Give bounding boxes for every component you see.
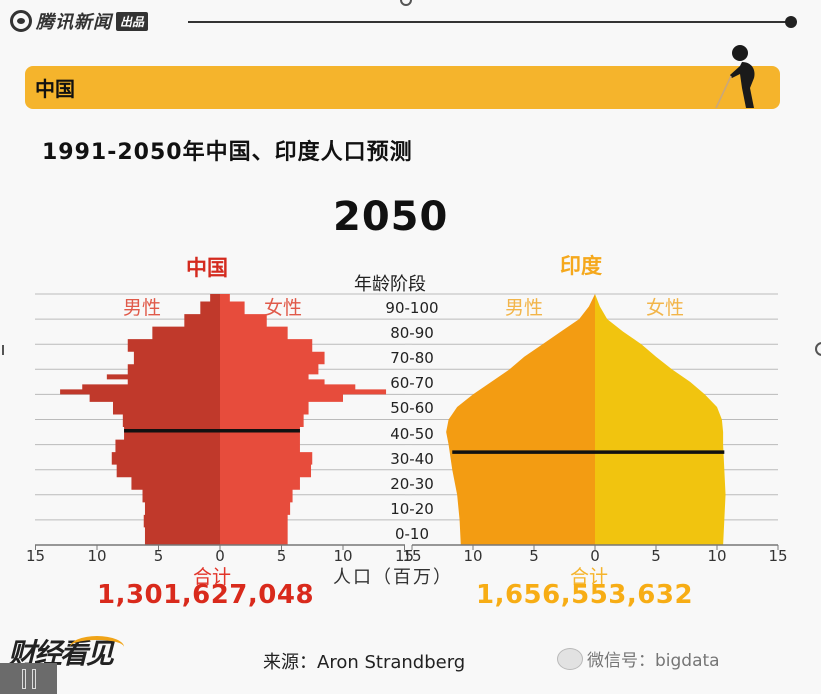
china-pyramid xyxy=(60,294,387,545)
x-tick-label: 10 xyxy=(463,547,483,565)
section-banner: 中国 xyxy=(25,66,780,109)
header-dot xyxy=(785,16,797,28)
x-tick-label: 10 xyxy=(707,547,727,565)
china-title: 中国 xyxy=(186,256,228,280)
wechat-icon xyxy=(557,647,583,670)
top-edge-control xyxy=(400,0,412,6)
x-tick-label: 15 xyxy=(25,547,46,565)
age-group-label: 60-70 xyxy=(390,374,434,393)
next-arrow[interactable] xyxy=(815,342,821,356)
age-group-label: 10-20 xyxy=(390,499,434,518)
female-population-area xyxy=(220,294,387,545)
x-tick-label: 10 xyxy=(333,547,353,565)
year-title: 2050 xyxy=(333,194,449,240)
india-male-label: 男性 xyxy=(505,297,544,319)
x-tick-label: 15 xyxy=(768,547,788,565)
x-tick-label: 5 xyxy=(153,547,164,565)
india-total-label: 合计 xyxy=(570,566,609,588)
elderly-person-icon xyxy=(715,45,755,109)
watermark-text: 微信号：bigdata xyxy=(587,651,720,671)
india-title: 印度 xyxy=(560,254,602,278)
x-tick-label: 10 xyxy=(87,547,107,565)
section-label: 中国 xyxy=(35,77,75,101)
x-tick-label: 0 xyxy=(590,547,600,565)
india-total-value: 1,656,553,632 xyxy=(476,580,694,610)
prev-arrow[interactable] xyxy=(0,345,4,355)
x-tick-label: 5 xyxy=(276,547,287,565)
male-population-area xyxy=(446,294,595,545)
x-tick-label: 0 xyxy=(215,547,225,565)
china-total-value: 1,301,627,048 xyxy=(97,580,315,610)
header-divider xyxy=(188,21,791,23)
x-tick-label: 15 xyxy=(402,547,422,565)
source-text: 来源：Aron Strandberg xyxy=(263,652,466,673)
china-male-label: 男性 xyxy=(123,297,162,319)
india-female-label: 女性 xyxy=(646,297,685,319)
x-tick-label: 15 xyxy=(394,547,415,565)
age-group-label: 40-50 xyxy=(390,424,434,443)
india-pyramid xyxy=(446,294,726,545)
age-axis-title: 年龄阶段 xyxy=(354,274,426,295)
chart-main-title: 1991-2050年中国、印度人口预测 xyxy=(42,140,413,165)
female-population-area xyxy=(595,294,726,545)
age-group-label: 50-60 xyxy=(390,399,434,418)
age-group-label: 70-80 xyxy=(390,349,434,368)
x-tick-label: 5 xyxy=(529,547,539,565)
male-population-area xyxy=(60,294,220,545)
wechat-watermark: 微信号：bigdata xyxy=(557,646,720,671)
age-group-label: 80-90 xyxy=(390,324,434,343)
pause-bar-icon xyxy=(31,668,36,689)
china-total-label: 合计 xyxy=(193,566,232,588)
age-group-label: 30-40 xyxy=(390,449,434,468)
age-group-label: 0-10 xyxy=(394,524,430,543)
x-tick-label: 5 xyxy=(651,547,661,565)
brand-tag: 出品 xyxy=(116,11,149,31)
pause-button[interactable] xyxy=(0,663,57,694)
x-axes xyxy=(35,544,779,550)
logo-swoosh-icon xyxy=(70,636,124,658)
age-group-label: 90-100 xyxy=(385,299,439,317)
age-group-label: 20-30 xyxy=(390,474,434,493)
brand-name: 腾讯新闻 xyxy=(36,12,112,33)
china-female-label: 女性 xyxy=(264,297,303,319)
pause-bar-icon xyxy=(21,668,26,689)
brand-header: 腾讯新闻 出品 xyxy=(10,8,149,34)
tencent-news-logo-icon xyxy=(10,10,32,32)
x-axis-label: 人口（百万） xyxy=(333,567,453,588)
